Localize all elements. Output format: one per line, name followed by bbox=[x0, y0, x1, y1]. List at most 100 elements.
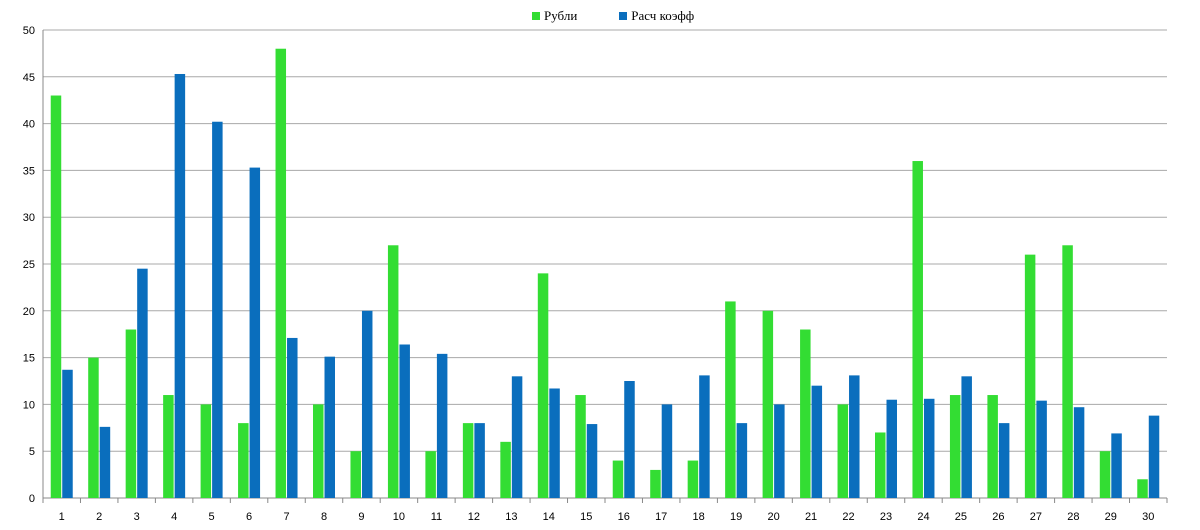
x-tick-label: 7 bbox=[283, 511, 289, 523]
bar-coeff-20 bbox=[774, 404, 785, 498]
bar-coeff-23 bbox=[886, 399, 897, 498]
bar-coeff-28 bbox=[1073, 407, 1085, 498]
y-tick-label: 25 bbox=[23, 259, 35, 271]
bar-coeff-2 bbox=[99, 426, 111, 498]
legend-label-series-1: Рубли bbox=[544, 8, 578, 23]
bar-coeff-18 bbox=[699, 375, 710, 498]
bar-coeff-7 bbox=[287, 337, 298, 498]
x-tick-label: 29 bbox=[1105, 511, 1117, 523]
x-tick-label: 28 bbox=[1067, 511, 1079, 523]
bar-rubli-1 bbox=[50, 95, 62, 499]
bar-rubli-3 bbox=[125, 329, 137, 498]
y-tick-label: 35 bbox=[23, 165, 35, 177]
bar-coeff-15 bbox=[586, 424, 598, 498]
y-tick-label: 10 bbox=[23, 399, 35, 411]
x-tick-label: 4 bbox=[171, 511, 177, 523]
x-tick-label: 6 bbox=[246, 511, 252, 523]
bar-rubli-26 bbox=[987, 395, 998, 498]
x-tick-label: 18 bbox=[693, 511, 705, 523]
bar-rubli-30 bbox=[1137, 479, 1148, 498]
legend-swatch-series-2 bbox=[619, 12, 628, 20]
bar-coeff-22 bbox=[849, 375, 860, 498]
bar-rubli-5 bbox=[200, 404, 212, 498]
x-tick-label: 24 bbox=[917, 511, 929, 523]
bar-rubli-12 bbox=[462, 423, 474, 498]
bar-coeff-24 bbox=[923, 398, 935, 498]
chart-legend: Рубли Расч коэфф bbox=[532, 8, 736, 24]
x-tick-label: 5 bbox=[209, 511, 215, 523]
bar-rubli-22 bbox=[837, 404, 849, 498]
bar-coeff-4 bbox=[174, 73, 186, 498]
x-tick-label: 17 bbox=[655, 511, 667, 523]
bar-rubli-24 bbox=[912, 161, 923, 499]
y-tick-label: 45 bbox=[23, 72, 35, 84]
y-tick-label: 0 bbox=[29, 493, 35, 505]
bar-coeff-8 bbox=[324, 356, 335, 498]
bar-coeff-1 bbox=[62, 369, 73, 498]
bar-rubli-18 bbox=[687, 460, 699, 498]
x-tick-label: 30 bbox=[1142, 511, 1154, 523]
x-tick-label: 25 bbox=[955, 511, 967, 523]
bar-rubli-2 bbox=[88, 357, 99, 498]
bar-coeff-29 bbox=[1111, 433, 1122, 498]
y-tick-label: 50 bbox=[23, 25, 35, 37]
bar-coeff-6 bbox=[249, 167, 261, 499]
x-tick-label: 19 bbox=[730, 511, 742, 523]
bar-rubli-4 bbox=[163, 395, 174, 498]
bar-coeff-9 bbox=[361, 310, 373, 498]
bar-rubli-11 bbox=[425, 451, 436, 498]
legend-label-series-2: Расч коэфф bbox=[631, 8, 695, 23]
y-tick-label: 20 bbox=[23, 306, 35, 318]
bar-coeff-10 bbox=[399, 344, 410, 498]
bar-rubli-23 bbox=[875, 432, 886, 498]
x-tick-label: 14 bbox=[543, 511, 555, 523]
x-tick-label: 3 bbox=[134, 511, 140, 523]
bar-rubli-13 bbox=[500, 441, 511, 498]
x-tick-label: 23 bbox=[880, 511, 892, 523]
legend-item-series-1: Рубли bbox=[532, 8, 577, 24]
x-tick-label: 2 bbox=[96, 511, 102, 523]
bar-rubli-8 bbox=[313, 404, 324, 498]
bar-rubli-16 bbox=[612, 460, 624, 498]
x-tick-label: 26 bbox=[992, 511, 1004, 523]
bar-coeff-11 bbox=[436, 353, 448, 498]
y-tick-label: 5 bbox=[29, 446, 35, 458]
bar-coeff-12 bbox=[474, 423, 485, 498]
x-tick-label: 12 bbox=[468, 511, 480, 523]
bar-coeff-26 bbox=[998, 423, 1010, 498]
bar-rubli-6 bbox=[238, 423, 249, 498]
x-tick-label: 27 bbox=[1030, 511, 1042, 523]
bar-coeff-25 bbox=[961, 376, 972, 498]
bar-rubli-17 bbox=[650, 469, 661, 498]
x-tick-label: 15 bbox=[580, 511, 592, 523]
bar-rubli-29 bbox=[1099, 451, 1111, 498]
legend-swatch-series-1 bbox=[532, 12, 540, 20]
bar-coeff-16 bbox=[624, 381, 635, 498]
bar-rubli-25 bbox=[949, 395, 961, 498]
x-tick-label: 20 bbox=[767, 511, 779, 523]
bar-rubli-27 bbox=[1024, 254, 1036, 498]
x-tick-label: 11 bbox=[431, 511, 442, 523]
bar-coeff-30 bbox=[1148, 415, 1160, 498]
bar-rubli-14 bbox=[537, 273, 549, 498]
bar-rubli-28 bbox=[1062, 245, 1073, 498]
bar-coeff-5 bbox=[212, 121, 223, 498]
x-tick-label: 8 bbox=[321, 511, 327, 523]
legend-item-series-2: Расч коэфф bbox=[619, 8, 694, 24]
x-tick-label: 16 bbox=[618, 511, 630, 523]
y-tick-label: 30 bbox=[23, 212, 35, 224]
x-tick-label: 9 bbox=[358, 511, 364, 523]
x-tick-label: 22 bbox=[842, 511, 854, 523]
x-tick-label: 1 bbox=[59, 511, 65, 523]
bar-rubli-7 bbox=[275, 48, 287, 498]
bar-rubli-20 bbox=[762, 310, 774, 498]
bar-coeff-21 bbox=[811, 385, 823, 498]
bar-rubli-21 bbox=[800, 329, 811, 498]
bar-rubli-9 bbox=[350, 451, 361, 498]
x-tick-label: 21 bbox=[805, 511, 817, 523]
y-tick-label: 40 bbox=[23, 119, 35, 131]
bar-coeff-19 bbox=[736, 423, 748, 498]
bar-rubli-10 bbox=[387, 245, 399, 498]
x-tick-label: 10 bbox=[393, 511, 405, 523]
